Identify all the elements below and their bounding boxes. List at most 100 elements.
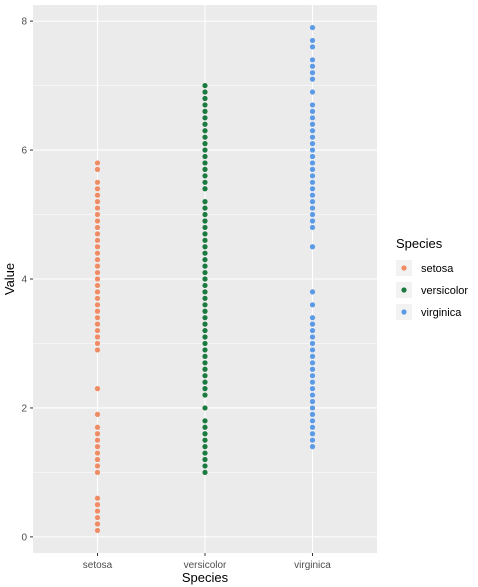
data-point-versicolor xyxy=(202,450,208,456)
data-point-setosa xyxy=(94,160,101,166)
data-point-virginica xyxy=(309,76,316,82)
data-point-setosa xyxy=(94,231,101,237)
data-point-versicolor xyxy=(202,360,208,366)
data-point-virginica xyxy=(309,392,316,398)
data-point-versicolor xyxy=(202,437,208,443)
data-point-virginica xyxy=(309,121,316,127)
data-point-virginica xyxy=(309,153,316,160)
data-point-virginica xyxy=(309,218,316,224)
data-point-setosa xyxy=(94,444,101,450)
data-point-virginica xyxy=(309,353,316,359)
data-point-versicolor xyxy=(202,444,208,450)
data-point-virginica xyxy=(309,366,316,372)
data-point-setosa xyxy=(94,218,101,224)
data-point-versicolor xyxy=(202,386,208,392)
data-point-setosa xyxy=(94,334,101,340)
data-point-setosa xyxy=(94,250,101,256)
data-point-virginica xyxy=(309,192,316,198)
data-point-versicolor xyxy=(202,269,208,276)
data-point-versicolor xyxy=(202,315,208,321)
data-point-versicolor xyxy=(202,366,208,372)
data-point-virginica xyxy=(309,179,316,185)
data-point-setosa xyxy=(94,411,101,417)
data-point-virginica xyxy=(309,334,316,340)
data-point-versicolor xyxy=(202,82,208,89)
y-axis-title: Value xyxy=(2,263,17,295)
data-point-setosa xyxy=(94,469,101,476)
data-point-virginica xyxy=(309,173,316,179)
data-point-versicolor xyxy=(202,166,208,172)
data-point-virginica xyxy=(309,70,316,76)
data-point-setosa xyxy=(94,315,101,321)
x-tick-label: virginica xyxy=(294,560,331,571)
data-point-setosa xyxy=(94,502,101,508)
data-point-virginica xyxy=(309,205,316,211)
data-point-setosa xyxy=(94,386,101,392)
data-point-versicolor xyxy=(202,147,208,153)
data-point-setosa xyxy=(94,508,101,514)
legend-key-point xyxy=(401,265,407,271)
data-point-setosa xyxy=(94,192,101,198)
y-tick-label: 0 xyxy=(21,532,27,543)
data-point-virginica xyxy=(309,405,316,411)
data-point-setosa xyxy=(94,244,101,250)
data-point-virginica xyxy=(309,321,316,327)
data-point-versicolor xyxy=(202,205,208,211)
data-point-virginica xyxy=(309,244,316,250)
data-point-virginica xyxy=(309,315,316,321)
data-point-versicolor xyxy=(202,231,208,237)
data-point-virginica xyxy=(309,373,316,379)
data-point-versicolor xyxy=(202,244,208,250)
y-tick-label: 8 xyxy=(21,17,27,28)
data-point-setosa xyxy=(94,205,101,211)
data-point-setosa xyxy=(94,308,101,314)
data-point-versicolor xyxy=(202,282,208,289)
data-point-setosa xyxy=(94,199,101,205)
data-point-virginica xyxy=(309,89,316,95)
data-point-versicolor xyxy=(202,179,208,185)
data-point-versicolor xyxy=(202,134,208,140)
data-point-virginica xyxy=(309,160,316,166)
data-point-versicolor xyxy=(202,218,208,224)
data-point-versicolor xyxy=(202,263,208,269)
data-point-versicolor xyxy=(202,302,208,308)
data-point-setosa xyxy=(94,527,101,534)
data-point-setosa xyxy=(94,463,101,469)
data-point-versicolor xyxy=(202,115,208,121)
data-point-virginica xyxy=(309,102,316,108)
data-point-versicolor xyxy=(202,373,208,379)
data-point-versicolor xyxy=(202,89,208,95)
data-point-versicolor xyxy=(202,321,208,327)
data-point-versicolor xyxy=(202,160,208,166)
data-point-setosa xyxy=(94,495,101,501)
data-point-setosa xyxy=(94,424,101,430)
data-point-versicolor xyxy=(202,289,208,295)
data-point-versicolor xyxy=(202,250,208,256)
data-point-versicolor xyxy=(202,141,208,147)
data-point-virginica xyxy=(309,289,316,295)
data-point-versicolor xyxy=(202,224,208,231)
data-point-versicolor xyxy=(202,153,208,160)
y-tick-label: 2 xyxy=(21,403,27,414)
data-point-virginica xyxy=(309,115,316,121)
data-point-versicolor xyxy=(202,308,208,314)
data-point-versicolor xyxy=(202,327,208,334)
data-point-virginica xyxy=(309,141,316,147)
data-point-virginica xyxy=(309,224,316,231)
data-point-virginica xyxy=(309,424,316,430)
data-point-setosa xyxy=(94,321,101,327)
data-point-versicolor xyxy=(202,431,208,437)
data-point-setosa xyxy=(94,211,101,218)
data-points xyxy=(94,24,316,534)
data-point-versicolor xyxy=(202,334,208,340)
data-point-virginica xyxy=(309,411,316,417)
y-axis: 0 2 4 6 8 xyxy=(21,17,33,543)
data-point-versicolor xyxy=(202,237,208,243)
data-point-versicolor xyxy=(202,276,208,282)
data-point-versicolor xyxy=(202,102,208,108)
data-point-virginica xyxy=(309,431,316,437)
data-point-virginica xyxy=(309,379,316,385)
data-point-virginica xyxy=(309,44,316,50)
data-point-setosa xyxy=(94,282,101,289)
